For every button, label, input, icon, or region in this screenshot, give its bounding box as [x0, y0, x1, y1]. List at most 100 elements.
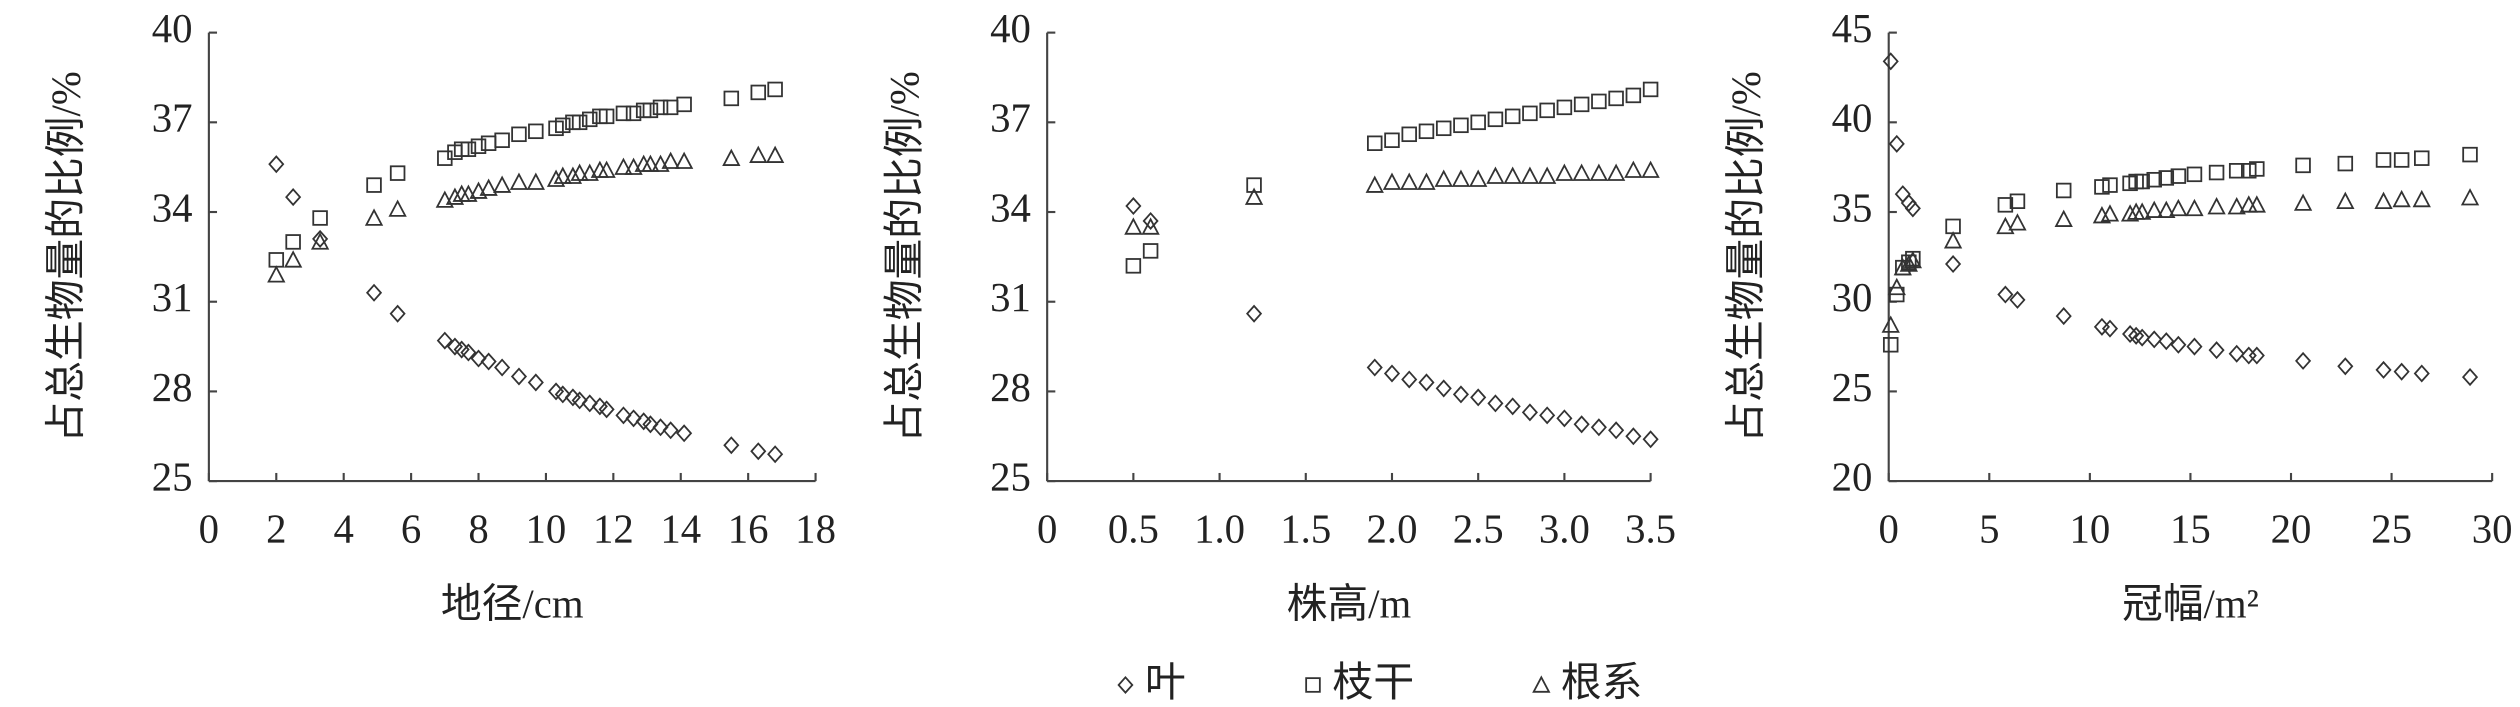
- marker: [1486, 166, 1505, 184]
- marker: [2208, 341, 2225, 360]
- marker: [1904, 199, 1921, 218]
- marker: [460, 343, 477, 362]
- marker: [2241, 163, 2257, 179]
- marker: [1453, 117, 1469, 134]
- marker: [615, 105, 632, 122]
- x-tick-label: 1.0: [1194, 507, 1245, 552]
- marker: [389, 165, 406, 181]
- marker: [492, 175, 512, 193]
- marker: [445, 187, 465, 205]
- marker: [2055, 307, 2072, 326]
- marker: [1887, 277, 1906, 296]
- marker: [2375, 152, 2392, 168]
- marker: [389, 304, 406, 323]
- x-axis-title: 株高/m: [1287, 582, 1412, 627]
- marker: [2134, 173, 2150, 190]
- x-tick-label: 15: [2170, 507, 2211, 552]
- marker: [2186, 337, 2203, 356]
- x-tick-label: 8: [468, 507, 488, 552]
- marker: [436, 331, 453, 350]
- marker: [767, 445, 784, 464]
- marker: [1589, 163, 1609, 181]
- x-tick-label: 0: [1037, 507, 1057, 552]
- marker: [723, 90, 740, 107]
- x-axis-title: 冠幅/m²: [2122, 582, 2259, 627]
- marker: [2185, 198, 2204, 217]
- marker: [1504, 108, 1521, 125]
- marker: [1246, 304, 1263, 323]
- marker: [283, 250, 303, 268]
- marker: [528, 123, 544, 140]
- marker: [494, 358, 511, 377]
- marker: [2295, 351, 2312, 370]
- marker: [1625, 427, 1642, 446]
- marker: [1418, 373, 1435, 392]
- x-tick-label: 20: [2271, 507, 2312, 552]
- marker: [1996, 216, 2015, 235]
- y-axis-title: 占总生物量的比例/%: [44, 71, 89, 442]
- marker: [1451, 169, 1471, 187]
- x-tick-label: 0: [199, 507, 219, 552]
- x-tick-label: 10: [2069, 507, 2110, 552]
- marker: [1903, 250, 1923, 269]
- x-tick-label: 0: [1879, 507, 1899, 552]
- x-tick-label: 4: [334, 507, 354, 552]
- marker: [312, 210, 328, 226]
- marker: [1470, 388, 1487, 407]
- marker: [555, 117, 571, 134]
- marker: [1383, 364, 1401, 383]
- marker: [1572, 163, 1591, 181]
- marker: [1125, 197, 1142, 216]
- marker: [268, 155, 285, 174]
- x-tick-label: 2.5: [1453, 507, 1504, 552]
- marker: [2170, 168, 2187, 184]
- marker: [2337, 357, 2354, 376]
- marker: [2393, 152, 2410, 168]
- y-tick-label: 25: [1832, 365, 1873, 410]
- y-tick-label: 34: [990, 185, 1031, 230]
- marker: [2158, 332, 2175, 351]
- marker: [460, 141, 477, 157]
- marker: [554, 385, 571, 404]
- y-tick-label: 37: [990, 96, 1031, 141]
- marker: [2145, 200, 2164, 218]
- legend-marker: [1305, 677, 1321, 693]
- marker: [1642, 81, 1659, 98]
- y-tick-label: 45: [1832, 6, 1873, 51]
- marker: [1899, 254, 1918, 272]
- marker: [661, 151, 680, 169]
- legend-marker: [1532, 675, 1551, 693]
- marker: [2249, 161, 2265, 177]
- marker: [1417, 172, 1436, 190]
- marker: [767, 81, 783, 98]
- marker: [570, 163, 589, 181]
- marker: [598, 400, 615, 419]
- marker: [2228, 344, 2245, 363]
- x-tick-label: 0.5: [1108, 507, 1159, 552]
- x-tick-label: 2: [266, 507, 286, 552]
- marker: [2239, 195, 2258, 213]
- x-tick-label: 5: [1979, 507, 1999, 552]
- marker: [1573, 96, 1590, 113]
- y-tick-label: 40: [990, 6, 1031, 51]
- marker: [662, 99, 679, 116]
- marker: [2412, 189, 2431, 208]
- y-tick-label: 31: [990, 275, 1031, 320]
- marker: [1882, 337, 1899, 353]
- marker: [642, 102, 659, 119]
- marker: [285, 188, 302, 207]
- legend-marker: [1117, 675, 1134, 694]
- marker: [1435, 379, 1452, 398]
- marker: [750, 442, 767, 461]
- marker: [1452, 385, 1470, 404]
- marker: [1997, 285, 2014, 304]
- marker: [2247, 195, 2266, 213]
- marker: [1642, 430, 1659, 449]
- marker: [1894, 185, 1911, 204]
- marker: [364, 208, 384, 226]
- marker: [582, 111, 598, 128]
- legend-label: 根系: [1561, 660, 1643, 705]
- y-tick-label: 40: [152, 6, 193, 51]
- marker: [2392, 189, 2411, 208]
- marker: [1641, 160, 1660, 178]
